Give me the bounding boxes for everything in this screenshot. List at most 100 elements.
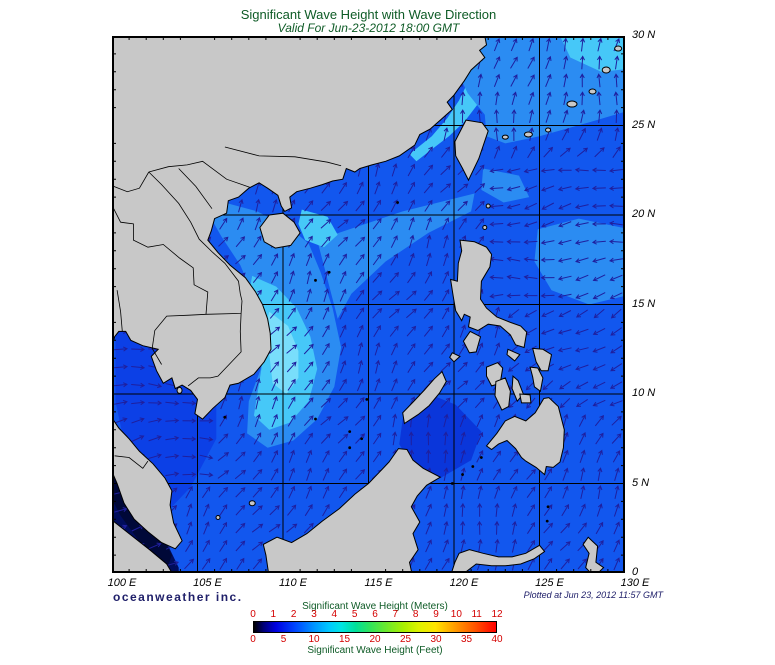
feet-tick: 10 (308, 634, 320, 645)
lon-label: 120 E (449, 577, 479, 589)
oceanweather-logo: oceanweather inc. (113, 590, 243, 604)
ecs-corner-cyan (556, 28, 636, 72)
islet-dot (348, 430, 352, 433)
sulu-sea-deeper (399, 395, 482, 479)
meters-tick: 8 (412, 609, 419, 620)
lat-label: 25 N (632, 118, 656, 131)
scs-luzon-strait-band (317, 193, 475, 319)
small-island (601, 66, 611, 74)
country-border (113, 208, 209, 315)
lat-label: 20 N (632, 208, 656, 220)
lat-label: 5 N (632, 476, 650, 489)
feet-tick: 15 (338, 634, 351, 645)
small-island (501, 134, 509, 140)
islet-dot (545, 519, 549, 523)
islet-dot (546, 505, 550, 509)
small-island (588, 88, 597, 95)
meters-tick: 1 (270, 609, 277, 620)
meters-tick: 7 (392, 609, 399, 620)
meters-tick: 9 (433, 609, 439, 620)
wave-height-map (26, 27, 639, 582)
meters-tick: 5 (351, 609, 358, 620)
feet-tick: 40 (491, 634, 503, 645)
bohol (519, 393, 532, 404)
malacca-darkest-core (57, 415, 172, 570)
country-border (148, 160, 250, 188)
feet-tick: 35 (460, 634, 473, 645)
meters-tick: 10 (450, 609, 462, 620)
meters-tick: 0 (250, 609, 256, 620)
small-island (176, 386, 183, 394)
country-border (187, 313, 242, 387)
lat-label: 15 N (632, 297, 656, 310)
feet-tick: 0 (250, 634, 256, 645)
taiwan-southeast-lighter (481, 168, 530, 203)
lon-label: 100 E (107, 577, 137, 589)
islet-dot (348, 446, 352, 450)
feet-tick: 30 (430, 634, 442, 645)
feet-tick: 5 (280, 634, 287, 645)
small-island (482, 225, 488, 231)
meters-tick: 4 (331, 609, 338, 620)
leyte (529, 366, 544, 393)
samar (532, 347, 553, 372)
country-border (148, 171, 243, 301)
lon-label: 110 E (279, 577, 307, 589)
small-island (485, 203, 491, 209)
wave-height-colorbar (253, 621, 497, 633)
meters-tick: 11 (471, 609, 482, 620)
lat-label: 10 N (632, 387, 656, 399)
plotted-timestamp: Plotted at Jun 23, 2012 11:57 GMT (523, 590, 663, 600)
meters-tick: 3 (311, 609, 317, 620)
luzon (449, 239, 528, 349)
masbate (506, 348, 521, 362)
islet-dot (314, 417, 317, 421)
small-island (614, 45, 623, 52)
country-border (224, 146, 342, 167)
mainland-asia (43, 35, 488, 550)
islet-dot (461, 473, 464, 476)
mindoro (462, 330, 482, 354)
hainan (259, 212, 301, 249)
lat-label: 30 N (632, 29, 656, 41)
islet-dot (327, 270, 331, 274)
country-border (116, 290, 123, 332)
meters-tick: 2 (290, 609, 297, 620)
small-island (566, 100, 578, 108)
country-border (178, 168, 213, 209)
negros (494, 377, 511, 411)
lon-label: 125 E (535, 577, 564, 589)
country-border (114, 455, 149, 469)
lon-label: 115 E (364, 577, 393, 589)
legend-feet-label: Significant Wave Height (Feet) (307, 645, 443, 656)
page-title: Significant Wave Height with Wave Direct… (240, 7, 497, 22)
busuanga (449, 352, 461, 363)
islet-dot (223, 415, 227, 419)
small-island (545, 127, 552, 133)
mindanao (485, 397, 565, 476)
philippine-sea-lighter (534, 218, 634, 305)
meters-tick: 6 (372, 609, 378, 620)
islet-dot (360, 437, 364, 441)
islet-dot (479, 456, 483, 459)
islet-dot (471, 465, 475, 468)
islet-dot (450, 482, 454, 485)
feet-tick: 25 (399, 634, 412, 645)
taiwan (454, 119, 489, 182)
small-island (248, 500, 256, 507)
small-island (523, 131, 533, 138)
valid-time-subtitle: Valid For Jun-23-2012 18:00 GMT (277, 21, 460, 35)
borneo (262, 448, 442, 579)
islet-dot (365, 397, 369, 401)
islet-dot (396, 201, 399, 204)
map-border (112, 36, 625, 573)
small-island (215, 515, 221, 521)
lon-label: 130 E (620, 577, 650, 589)
country-border (151, 313, 207, 365)
palawan (402, 370, 447, 425)
map-canvas (26, 27, 639, 582)
feet-tick: 20 (369, 634, 381, 645)
lon-label: 105 E (193, 577, 222, 589)
meters-tick: 12 (491, 609, 503, 620)
